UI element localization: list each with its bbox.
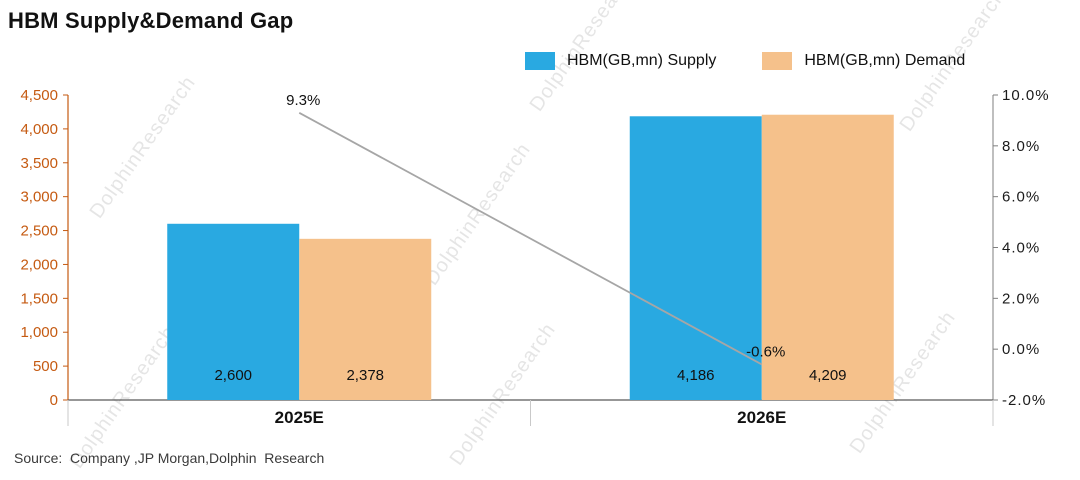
right-axis-tick-label: 6.0% xyxy=(1002,189,1040,206)
bar-value-label: 4,186 xyxy=(677,367,715,384)
left-axis-tick-label: 3,000 xyxy=(20,189,58,206)
left-axis-tick-label: 3,500 xyxy=(20,155,58,172)
legend-swatch-demand xyxy=(762,52,793,70)
chart-title: HBM Supply&Demand Gap xyxy=(8,8,294,33)
left-axis-tick-label: 1,000 xyxy=(20,324,58,341)
legend-label-supply: HBM(GB,mn) Supply xyxy=(567,52,717,69)
left-axis-tick-label: 2,500 xyxy=(20,223,58,240)
bar-value-label: 2,378 xyxy=(346,367,384,384)
left-axis-tick-label: 1,500 xyxy=(20,290,58,307)
bar-supply-2026E xyxy=(629,116,762,400)
legend-swatch-supply xyxy=(525,52,555,70)
legend-label-demand: HBM(GB,mn) Demand xyxy=(804,52,966,69)
bar-value-label: 2,600 xyxy=(214,367,252,384)
line-value-label: -0.6% xyxy=(746,343,785,360)
bar-demand-2026E xyxy=(761,114,894,401)
x-axis-category-label: 2025E xyxy=(275,408,324,427)
right-axis-tick-label: 4.0% xyxy=(1002,240,1040,257)
right-axis-tick-label: -2.0% xyxy=(1002,392,1046,409)
bar-value-label: 4,209 xyxy=(809,367,847,384)
right-axis-tick-label: 0.0% xyxy=(1002,341,1040,358)
right-axis-tick-label: 8.0% xyxy=(1002,138,1040,155)
x-axis-category-label: 2026E xyxy=(737,408,786,427)
left-axis-tick-label: 500 xyxy=(33,358,58,375)
legend-item-demand: HBM(GB,mn) Demand xyxy=(762,52,965,70)
left-axis-tick-label: 0 xyxy=(50,392,58,409)
right-axis-tick-label: 2.0% xyxy=(1002,290,1040,307)
chart-legend: HBM(GB,mn) Supply HBM(GB,mn) Demand xyxy=(525,52,965,70)
left-axis-tick-label: 4,000 xyxy=(20,121,58,138)
source-text: Source: Company ,JP Morgan,Dolphin Resea… xyxy=(14,450,325,466)
legend-item-supply: HBM(GB,mn) Supply xyxy=(525,52,716,70)
bar-demand-2025E xyxy=(299,238,432,400)
right-axis-tick-label: 10.0% xyxy=(1002,87,1050,104)
left-axis-tick-label: 2,000 xyxy=(20,256,58,273)
bar-supply-2025E xyxy=(167,223,300,400)
gap-percentage-line xyxy=(298,112,763,366)
left-axis-tick-label: 4,500 xyxy=(20,87,58,104)
line-value-label: 9.3% xyxy=(286,92,320,109)
